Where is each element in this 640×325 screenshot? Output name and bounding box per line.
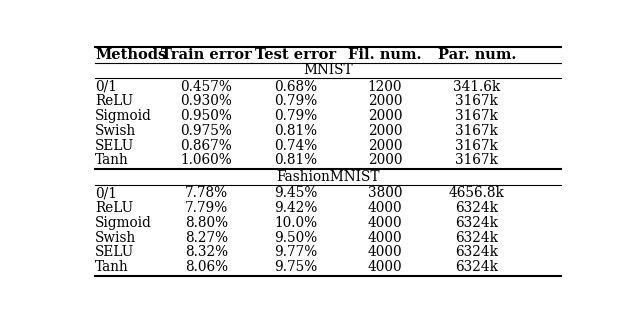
Text: 9.50%: 9.50%: [274, 231, 317, 245]
Text: 8.80%: 8.80%: [185, 216, 228, 230]
Text: FashionMNIST: FashionMNIST: [276, 170, 380, 184]
Text: 10.0%: 10.0%: [274, 216, 317, 230]
Text: 3167k: 3167k: [456, 95, 498, 109]
Text: 4000: 4000: [368, 231, 403, 245]
Text: Sigmoid: Sigmoid: [95, 216, 152, 230]
Text: 0.867%: 0.867%: [180, 138, 232, 153]
Text: ReLU: ReLU: [95, 201, 133, 215]
Text: 0/1: 0/1: [95, 187, 116, 201]
Text: 4000: 4000: [368, 260, 403, 274]
Text: 2000: 2000: [368, 153, 403, 167]
Text: Swish: Swish: [95, 231, 136, 245]
Text: 3167k: 3167k: [456, 124, 498, 138]
Text: Swish: Swish: [95, 124, 136, 138]
Text: 3167k: 3167k: [456, 109, 498, 123]
Text: 6324k: 6324k: [455, 231, 499, 245]
Text: Sigmoid: Sigmoid: [95, 109, 152, 123]
Text: Par. num.: Par. num.: [438, 48, 516, 62]
Text: 2000: 2000: [368, 124, 403, 138]
Text: 6324k: 6324k: [455, 216, 499, 230]
Text: Test error: Test error: [255, 48, 337, 62]
Text: 6324k: 6324k: [455, 201, 499, 215]
Text: 0.74%: 0.74%: [274, 138, 317, 153]
Text: Tanh: Tanh: [95, 153, 129, 167]
Text: Train error: Train error: [161, 48, 252, 62]
Text: 1200: 1200: [368, 80, 403, 94]
Text: ReLU: ReLU: [95, 95, 133, 109]
Text: 7.79%: 7.79%: [185, 201, 228, 215]
Text: 3167k: 3167k: [456, 153, 498, 167]
Text: 341.6k: 341.6k: [453, 80, 500, 94]
Text: Tanh: Tanh: [95, 260, 129, 274]
Text: 0.81%: 0.81%: [274, 124, 317, 138]
Text: 1.060%: 1.060%: [180, 153, 232, 167]
Text: 0.68%: 0.68%: [274, 80, 317, 94]
Text: 3800: 3800: [368, 187, 403, 201]
Text: 0/1: 0/1: [95, 80, 116, 94]
Text: 6324k: 6324k: [455, 260, 499, 274]
Text: 0.950%: 0.950%: [180, 109, 232, 123]
Text: 2000: 2000: [368, 138, 403, 153]
Text: 6324k: 6324k: [455, 245, 499, 259]
Text: 3167k: 3167k: [456, 138, 498, 153]
Text: 0.79%: 0.79%: [274, 109, 317, 123]
Text: 9.45%: 9.45%: [274, 187, 317, 201]
Text: SELU: SELU: [95, 138, 134, 153]
Text: SELU: SELU: [95, 245, 134, 259]
Text: 7.78%: 7.78%: [185, 187, 228, 201]
Text: 8.32%: 8.32%: [185, 245, 228, 259]
Text: 4656.8k: 4656.8k: [449, 187, 505, 201]
Text: 4000: 4000: [368, 245, 403, 259]
Text: 0.930%: 0.930%: [180, 95, 232, 109]
Text: 8.27%: 8.27%: [185, 231, 228, 245]
Text: MNIST: MNIST: [303, 63, 353, 77]
Text: 8.06%: 8.06%: [185, 260, 228, 274]
Text: Fil. num.: Fil. num.: [348, 48, 422, 62]
Text: Methods: Methods: [95, 48, 166, 62]
Text: 4000: 4000: [368, 216, 403, 230]
Text: 0.457%: 0.457%: [180, 80, 232, 94]
Text: 0.79%: 0.79%: [274, 95, 317, 109]
Text: 2000: 2000: [368, 109, 403, 123]
Text: 9.42%: 9.42%: [274, 201, 317, 215]
Text: 9.77%: 9.77%: [274, 245, 317, 259]
Text: 2000: 2000: [368, 95, 403, 109]
Text: 4000: 4000: [368, 201, 403, 215]
Text: 9.75%: 9.75%: [274, 260, 317, 274]
Text: 0.975%: 0.975%: [180, 124, 232, 138]
Text: 0.81%: 0.81%: [274, 153, 317, 167]
